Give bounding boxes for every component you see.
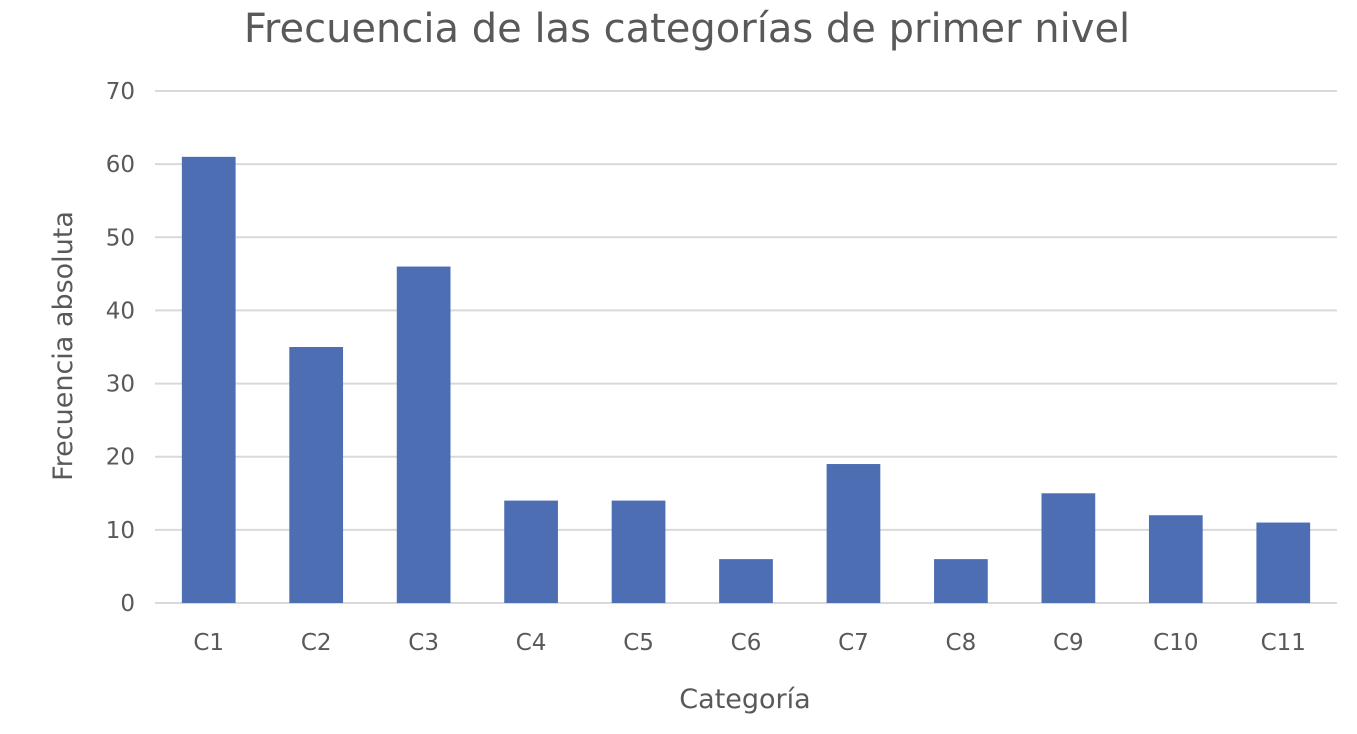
bar-c3: [396, 266, 451, 603]
y-axis-ticks: 0 10 20 30 40 50 60 70: [106, 79, 135, 617]
x-tick-label: C4: [516, 630, 547, 656]
bar-c1: [181, 156, 236, 604]
bar-c9: [1041, 493, 1096, 603]
bar-c2: [289, 347, 344, 603]
y-axis-title: Frecuencia absoluta: [48, 211, 79, 481]
bar-c7: [826, 464, 881, 603]
y-tick-label: 70: [106, 79, 135, 105]
x-tick-label: C3: [408, 630, 439, 656]
bar-c6: [719, 559, 773, 603]
y-tick-label: 40: [106, 298, 135, 324]
x-axis-ticks: C1 C2 C3 C4 C5 C6 C7 C8 C9 C10 C11: [193, 630, 1306, 656]
x-tick-label: C9: [1053, 630, 1084, 656]
x-tick-label: C8: [946, 630, 977, 656]
bar-c8: [934, 559, 988, 603]
x-tick-label: C7: [838, 630, 869, 656]
y-tick-label: 0: [120, 591, 135, 617]
bar-c11: [1256, 522, 1311, 603]
y-tick-label: 30: [106, 372, 135, 398]
bars: [181, 156, 1311, 604]
y-tick-label: 50: [106, 225, 135, 251]
bar-c5: [611, 500, 666, 603]
gridlines: [155, 90, 1337, 604]
y-tick-label: 20: [106, 445, 135, 471]
y-tick-label: 10: [106, 518, 135, 544]
x-tick-label: C11: [1261, 630, 1306, 656]
bar-c10: [1148, 515, 1203, 603]
x-tick-label: C6: [731, 630, 762, 656]
x-axis-title: Categoría: [679, 684, 810, 715]
x-tick-label: C5: [623, 630, 654, 656]
x-tick-label: C10: [1153, 630, 1198, 656]
bar-c4: [504, 500, 558, 603]
chart-title: Frecuencia de las categorías de primer n…: [244, 6, 1130, 52]
x-tick-label: C2: [301, 630, 332, 656]
y-tick-label: 60: [106, 152, 135, 178]
x-tick-label: C1: [193, 630, 224, 656]
